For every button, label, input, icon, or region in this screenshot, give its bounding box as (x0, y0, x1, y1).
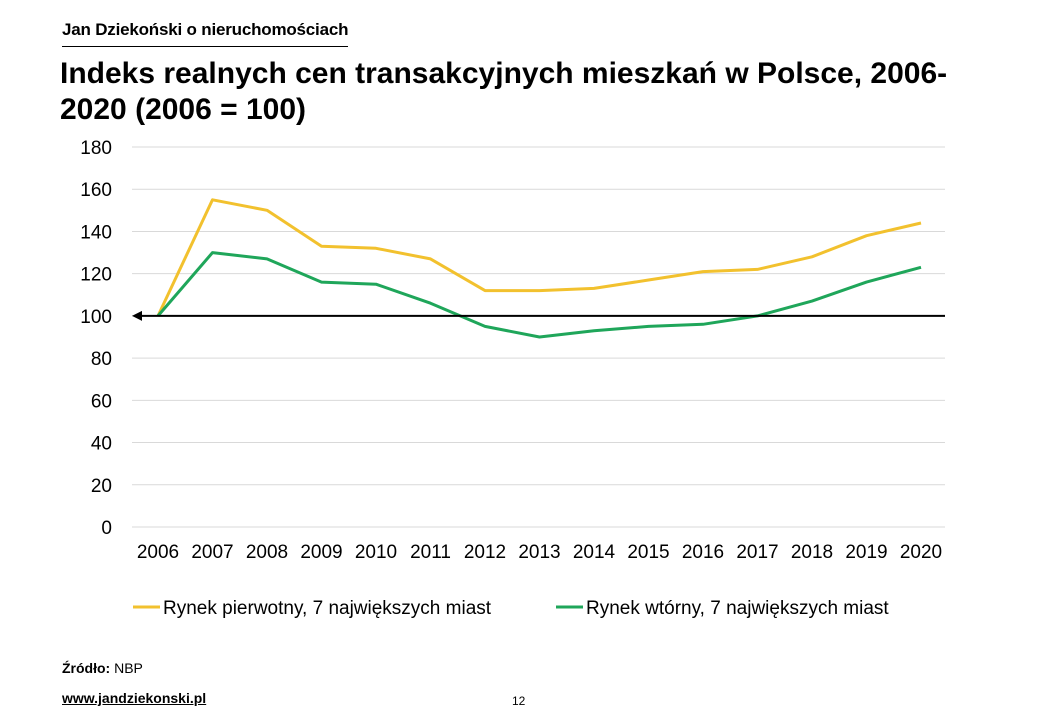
series-lines (156, 198, 922, 339)
y-tick-label: 20 (91, 476, 112, 497)
x-tick-label: 2017 (736, 542, 778, 563)
y-tick-label: 160 (80, 180, 112, 201)
y-tick-label: 40 (91, 434, 112, 455)
brand-header: Jan Dziekoński o nieruchomościach (62, 20, 348, 47)
x-axis-ticks: 2006 2007 2008 2009 2010 2011 2012 2013 2014 2015… (137, 542, 942, 563)
x-tick-label: 2006 (137, 542, 179, 563)
y-tick-label: 140 (80, 222, 112, 243)
x-tick-label: 2008 (246, 542, 288, 563)
y-tick-label: 180 (80, 138, 112, 159)
x-tick-label: 2007 (191, 542, 233, 563)
y-tick-label: 80 (91, 349, 112, 370)
source-label: Źródło: (62, 660, 111, 676)
source-note: Źródło: NBP (62, 660, 143, 676)
legend-label-2: Rynek wtórny, 7 największych miast (586, 598, 889, 619)
x-tick-label: 2012 (464, 542, 506, 563)
y-tick-label: 0 (101, 518, 112, 539)
x-tick-label: 2009 (300, 542, 342, 563)
x-tick-label: 2011 (410, 542, 451, 563)
reference-arrow-icon (132, 310, 142, 321)
y-tick-label: 60 (91, 391, 112, 412)
legend-label-1: Rynek pierwotny, 7 największych miast (163, 598, 492, 619)
y-axis-ticks: 0 20 40 60 80 100 120 140 160 180 (80, 138, 112, 539)
website-link[interactable]: www.jandziekonski.pl (62, 690, 207, 706)
page-number: 12 (512, 694, 526, 708)
x-tick-label: 2018 (791, 542, 833, 563)
reference-line-group (132, 310, 945, 321)
x-tick-label: 2019 (845, 542, 887, 563)
x-tick-label: 2013 (518, 542, 560, 563)
series-line-2 (156, 251, 922, 339)
legend: Rynek pierwotny, 7 największych miast Ryn… (133, 598, 889, 619)
x-tick-label: 2016 (682, 542, 724, 563)
source-value: NBP (114, 660, 143, 676)
series-line-1 (156, 198, 922, 317)
x-tick-label: 2014 (573, 542, 616, 563)
chart-title: Indeks realnych cen transakcyjnych miesz… (60, 57, 948, 126)
y-tick-label: 100 (80, 307, 112, 328)
x-tick-label: 2010 (355, 542, 397, 563)
x-tick-label: 2020 (900, 542, 942, 563)
y-tick-label: 120 (80, 265, 112, 286)
x-tick-label: 2015 (627, 542, 669, 563)
